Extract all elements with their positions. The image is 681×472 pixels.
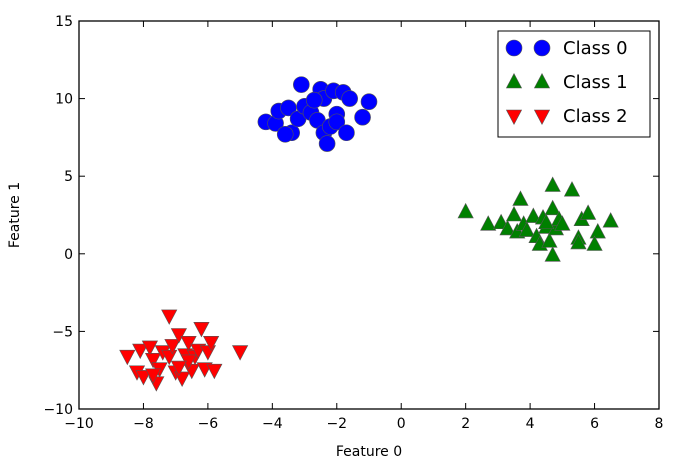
data-point [170, 328, 187, 344]
data-point [318, 135, 336, 152]
x-tick-labels: −10 −8 −6 −4 −2 0 2 4 6 8 [64, 416, 663, 432]
data-point [544, 199, 561, 216]
plot-frame [78, 20, 660, 410]
y-tick-label: 10 [55, 92, 73, 108]
legend-item: Class 2 [505, 106, 628, 127]
data-point [232, 345, 249, 361]
data-point [518, 221, 535, 237]
y-tick-labels: −10 −5 0 5 10 15 [43, 14, 73, 418]
x-tick-label: −8 [133, 416, 154, 432]
legend-marker [505, 72, 523, 89]
data-point [338, 124, 355, 142]
data-point [119, 349, 136, 366]
data-point [360, 93, 378, 111]
axis-ticks [78, 20, 660, 410]
data-point [589, 223, 606, 239]
data-point [305, 91, 323, 109]
x-tick-label: 8 [655, 416, 664, 432]
data-point [457, 202, 474, 219]
x-axis-label: Feature 0 [336, 444, 402, 460]
y-tick-label: 15 [55, 14, 73, 30]
legend-label: Class 2 [563, 106, 628, 127]
legend-marker [505, 109, 523, 126]
data-point [512, 190, 529, 206]
data-point [141, 340, 158, 356]
x-tick-label: −2 [326, 416, 347, 432]
data-point [170, 360, 187, 377]
data-point [586, 235, 603, 251]
x-tick-label: −4 [262, 416, 283, 432]
data-point [544, 246, 561, 262]
legend-label: Class 1 [563, 72, 628, 93]
legend: Class 0 Class 1 Class 2 [497, 30, 651, 138]
data-point [499, 219, 516, 236]
legend-item: Class 0 [505, 38, 628, 59]
legend-item: Class 1 [505, 72, 628, 93]
data-point [328, 113, 346, 131]
data-point [276, 125, 294, 143]
data-point [554, 215, 571, 231]
data-point [135, 370, 152, 386]
legend-box [497, 30, 651, 138]
x-tick-label: −10 [64, 416, 94, 432]
data-point [180, 335, 197, 352]
series-class-1 [457, 176, 619, 262]
x-tick-label: 0 [397, 416, 406, 432]
data-point [132, 343, 149, 360]
legend-marker [533, 39, 551, 57]
legend-label: Class 0 [563, 38, 628, 59]
data-point [203, 335, 220, 352]
data-point [570, 233, 587, 250]
y-tick-label: 0 [64, 247, 73, 263]
data-point [563, 181, 581, 197]
data-point [544, 176, 561, 192]
y-tick-label: 5 [64, 169, 73, 185]
data-point [580, 204, 597, 220]
series-class-2 [119, 309, 249, 392]
data-point [206, 363, 223, 380]
legend-marker [505, 39, 523, 57]
data-point [354, 108, 371, 126]
data-points [119, 76, 619, 392]
data-point [505, 205, 523, 222]
data-point [145, 353, 162, 369]
data-point [161, 349, 178, 366]
data-point [193, 321, 210, 338]
y-tick-label: −10 [43, 402, 73, 418]
data-point [164, 339, 181, 355]
x-tick-label: 6 [590, 416, 599, 432]
series-class-0 [257, 76, 378, 152]
data-point [161, 309, 178, 325]
data-point [541, 232, 558, 248]
x-tick-label: 4 [526, 416, 535, 432]
data-point [602, 212, 619, 228]
legend-marker [533, 109, 551, 126]
x-tick-label: −6 [198, 416, 219, 432]
data-point [538, 213, 555, 230]
data-point [293, 76, 310, 93]
y-axis-label: Feature 1 [7, 182, 23, 248]
data-point [525, 207, 542, 223]
y-tick-label: −5 [52, 324, 73, 340]
data-point [480, 215, 497, 231]
data-point [341, 90, 358, 107]
x-tick-label: 2 [461, 416, 470, 432]
data-point [174, 371, 191, 388]
legend-marker [533, 72, 551, 89]
data-point [145, 368, 162, 384]
